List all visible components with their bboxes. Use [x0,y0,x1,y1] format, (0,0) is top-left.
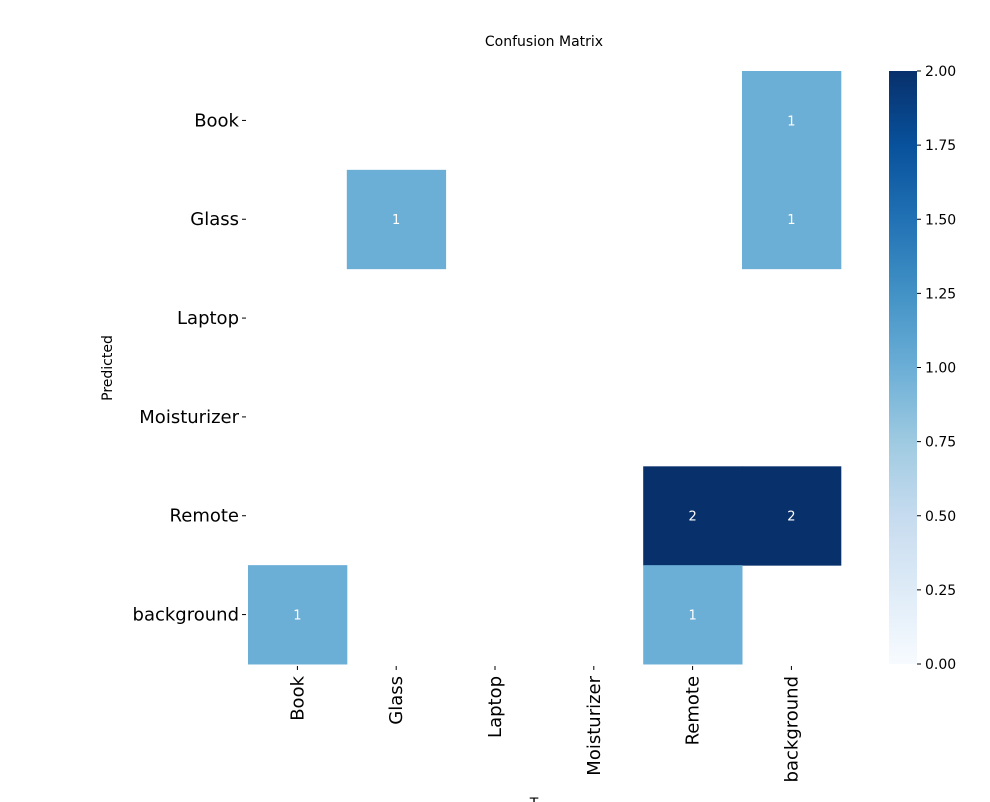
cell-value-label: 1 [688,609,696,624]
cell-Glass-background [742,169,842,270]
cell-value-label: 2 [787,510,795,525]
colorbar-ticks: 0.00 0.25 0.50 0.75 1.00 1.25 1.50 1.75 2.00 [917,64,956,673]
cell-value-label: 2 [688,510,696,525]
column-label: Laptop [485,676,506,738]
column-label: Glass [386,676,407,725]
row-label: Moisturizer [139,407,239,428]
row-label: Glass [190,209,239,230]
column-label: Remote [683,676,704,745]
cell-Remote-Remote [643,466,743,566]
colorbar-tick-label: 1.00 [925,361,956,377]
column-label: Book [287,675,308,720]
colorbar-tick-label: 0.50 [925,509,956,525]
cell-value-label: 1 [293,609,301,624]
cell-value-label: 1 [787,213,795,228]
y-axis-label: Predicted [100,335,116,401]
colorbar-tick-label: 1.25 [925,286,956,302]
row-labels: Book Glass Laptop Moisturizer Remote backgrou… [133,110,246,626]
cell-background-Book [248,565,348,665]
chart-title: Confusion Matrix [485,34,603,50]
colorbar-tick-label: 1.75 [925,138,956,154]
row-label: Book [194,110,239,131]
column-label: Moisturizer [584,675,605,775]
heatmap-cells: 1 1 1 2 2 1 1 [248,71,842,665]
colorbar-tick-label: 0.00 [925,657,956,673]
colorbar-tick-label: 0.25 [925,583,956,599]
cell-Book-background [742,71,842,171]
cell-value-label: 1 [787,114,795,129]
colorbar-tick-label: 2.00 [925,64,956,80]
cell-background-Remote [643,565,743,665]
column-labels: Book Glass Laptop Moisturizer Remote backgrou… [287,665,802,782]
x-axis-label: T [529,796,539,802]
cell-value-label: 1 [392,213,400,228]
row-label: Laptop [177,308,239,329]
colorbar [889,71,917,664]
row-label: background [133,605,239,626]
cell-Glass-Glass [346,169,447,270]
cell-Remote-background [742,466,842,566]
column-label: background [781,676,802,782]
colorbar-tick-label: 1.50 [925,212,956,228]
row-label: Remote [170,506,239,527]
colorbar-tick-label: 0.75 [925,435,956,451]
